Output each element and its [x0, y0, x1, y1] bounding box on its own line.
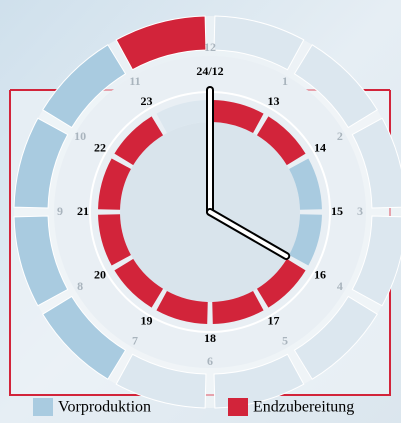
hour-label: 1 — [282, 74, 288, 88]
hour-label: 9 — [57, 204, 63, 218]
hour-label-24: 21 — [77, 204, 89, 218]
hour-label: 8 — [77, 279, 83, 293]
hour-label: 12 — [204, 40, 216, 54]
hour-label: 10 — [74, 129, 86, 143]
legend-swatch — [228, 398, 248, 416]
hour-label-24: 14 — [314, 140, 326, 154]
hour-label: 2 — [337, 129, 343, 143]
dial: 123456789101112131415161718192021222324/… — [14, 16, 401, 408]
legend-label: Endzubereitung — [253, 399, 354, 416]
hour-label-24: 17 — [268, 314, 280, 328]
hour-label-24: 20 — [94, 267, 106, 281]
legend-label: Vorproduktion — [58, 399, 151, 416]
hour-label-24: 19 — [141, 314, 153, 328]
legend-swatch — [33, 398, 53, 416]
hour-label-24: 22 — [94, 140, 106, 154]
clock-diagram: 123456789101112131415161718192021222324/… — [0, 0, 401, 423]
hour-label: 6 — [207, 354, 213, 368]
hour-label-24: 23 — [141, 94, 153, 108]
hour-label-24: 15 — [331, 204, 343, 218]
hour-label: 11 — [129, 74, 140, 88]
hour-label-24: 18 — [204, 331, 216, 345]
hour-label-24: 24/12 — [196, 64, 223, 78]
hour-label: 3 — [357, 204, 363, 218]
hour-label: 4 — [337, 279, 343, 293]
hour-label-24: 16 — [314, 267, 326, 281]
hour-label-24: 13 — [268, 94, 280, 108]
hour-label: 5 — [282, 334, 288, 348]
hour-label: 7 — [132, 334, 138, 348]
